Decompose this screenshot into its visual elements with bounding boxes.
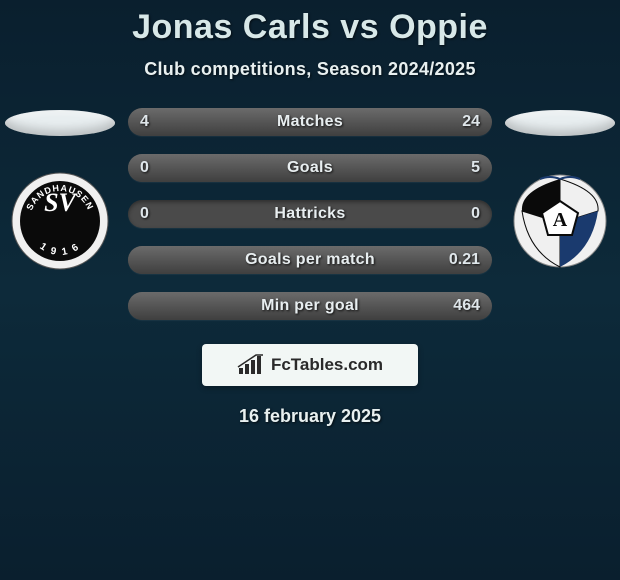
main-row: SV SANDHAUSEN 1 9 1 6 4Matches24 0Goals5 0… bbox=[0, 108, 620, 320]
right-column: A bbox=[500, 108, 620, 271]
stat-bar: 4Matches24 bbox=[128, 108, 492, 136]
infographic-root: Jonas Carls vs Oppie Club competitions, … bbox=[0, 0, 620, 427]
stats-column: 4Matches24 0Goals5 0Hattricks0 Goals per ma… bbox=[120, 108, 500, 320]
stat-bar: 0Hattricks0 bbox=[128, 200, 492, 228]
left-column: SV SANDHAUSEN 1 9 1 6 bbox=[0, 108, 120, 271]
right-club-badge-icon: A bbox=[510, 171, 610, 271]
stat-label: Goals bbox=[128, 159, 492, 177]
stat-bar: 0Goals5 bbox=[128, 154, 492, 182]
stat-bar: Goals per match0.21 bbox=[128, 246, 492, 274]
stat-label: Goals per match bbox=[128, 251, 492, 269]
right-player-ellipse bbox=[505, 110, 615, 136]
page-subtitle: Club competitions, Season 2024/2025 bbox=[144, 59, 476, 80]
stat-label: Min per goal bbox=[128, 297, 492, 315]
stat-label: Matches bbox=[128, 113, 492, 131]
stat-bar: Min per goal464 bbox=[128, 292, 492, 320]
brand-text: FcTables.com bbox=[271, 355, 383, 375]
page-title: Jonas Carls vs Oppie bbox=[132, 8, 488, 47]
date-label: 16 february 2025 bbox=[239, 406, 381, 427]
left-club-badge-icon: SV SANDHAUSEN 1 9 1 6 bbox=[10, 171, 110, 271]
left-player-ellipse bbox=[5, 110, 115, 136]
brand-watermark: FcTables.com bbox=[202, 344, 418, 386]
bar-chart-icon bbox=[237, 354, 265, 376]
svg-text:A: A bbox=[553, 209, 568, 231]
stat-label: Hattricks bbox=[128, 205, 492, 223]
